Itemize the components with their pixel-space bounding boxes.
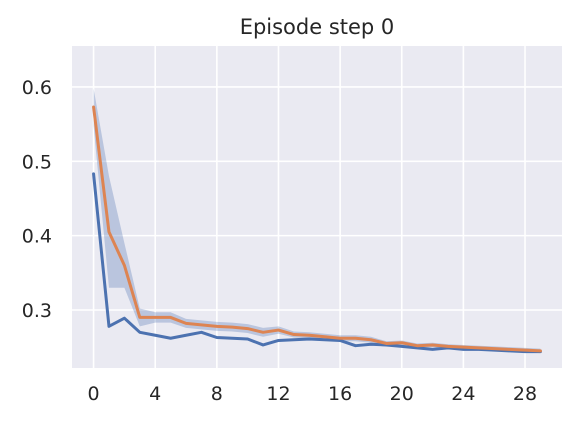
series-1-line <box>92 172 542 354</box>
y-tick-label: 0.5 <box>22 151 52 173</box>
grid-lines <box>72 46 562 368</box>
x-tick-labels: 0 4 8 12 16 20 24 28 <box>88 383 538 405</box>
x-tick-label: 8 <box>211 383 223 405</box>
x-tick-label: 0 <box>88 383 100 405</box>
y-tick-labels: 0.3 0.4 0.5 0.6 <box>22 77 52 322</box>
chart-title: Episode step 0 <box>240 15 395 39</box>
x-tick-label: 24 <box>451 383 475 405</box>
x-tick-label: 28 <box>513 383 537 405</box>
x-tick-label: 4 <box>149 383 161 405</box>
plot-background <box>72 46 562 368</box>
x-tick-label: 20 <box>390 383 414 405</box>
y-tick-label: 0.3 <box>22 300 52 322</box>
series-2-line <box>92 105 542 353</box>
x-tick-label: 12 <box>266 383 290 405</box>
x-tick-label: 16 <box>328 383 352 405</box>
series-lines <box>92 105 542 354</box>
y-tick-label: 0.6 <box>22 77 52 99</box>
y-tick-label: 0.4 <box>22 226 52 248</box>
